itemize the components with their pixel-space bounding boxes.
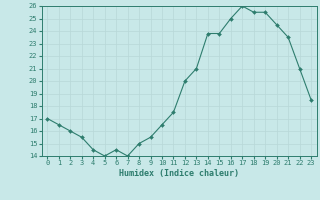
X-axis label: Humidex (Indice chaleur): Humidex (Indice chaleur) bbox=[119, 169, 239, 178]
